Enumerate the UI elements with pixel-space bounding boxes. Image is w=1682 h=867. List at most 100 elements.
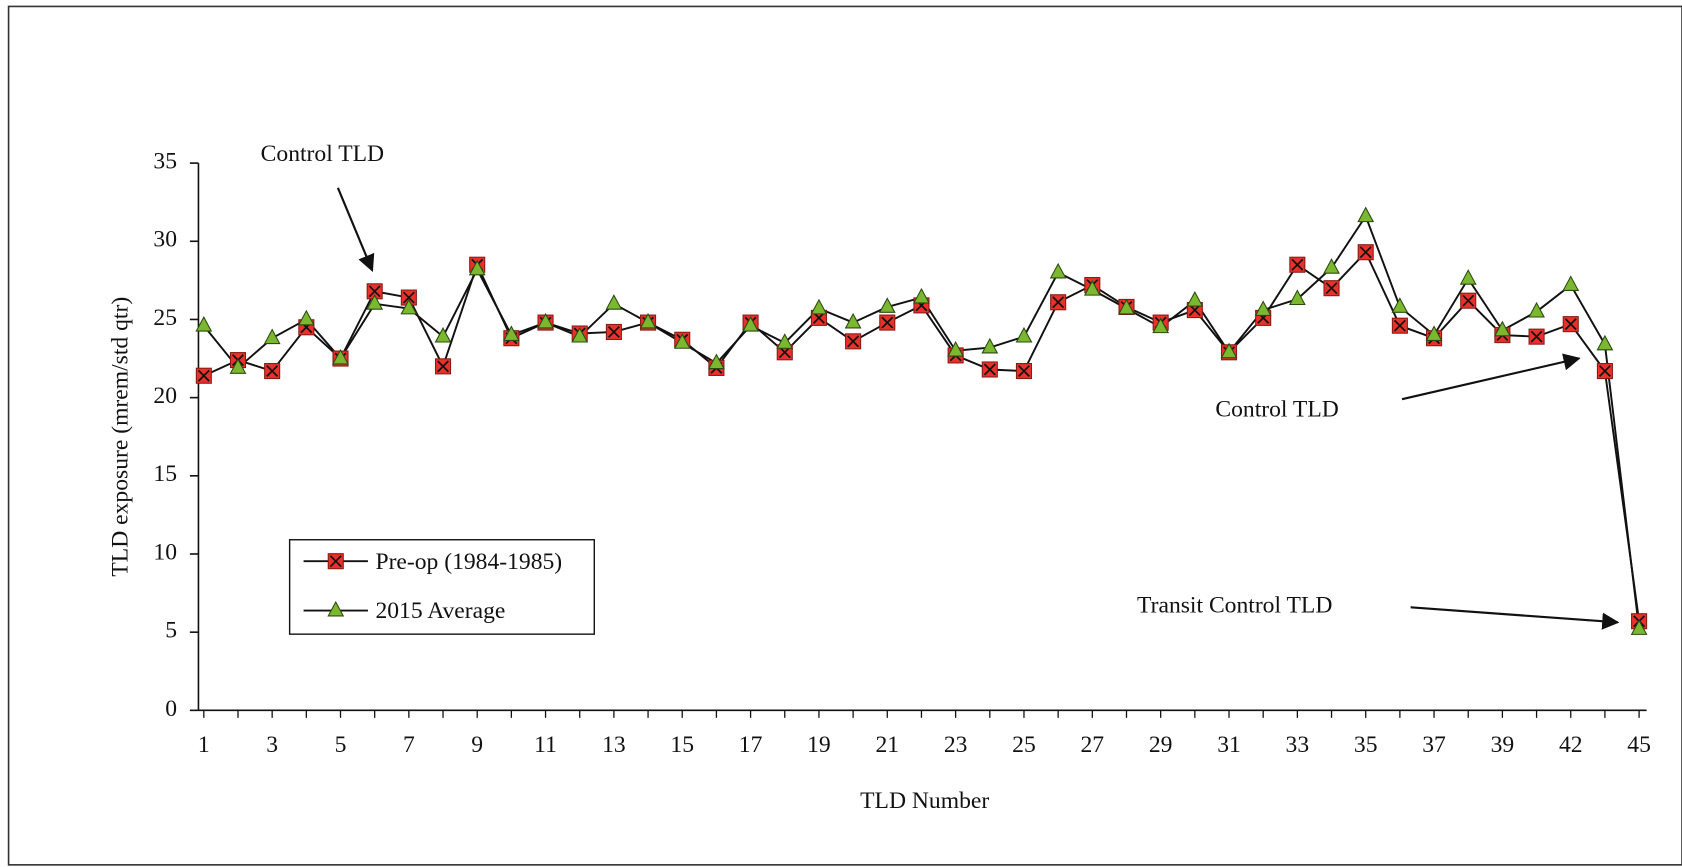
marker-cross	[1018, 365, 1030, 378]
marker-cross	[1393, 319, 1406, 332]
annotation-arrow	[336, 187, 375, 272]
y-tick-label: 10	[153, 539, 177, 565]
marker-triangle	[1528, 301, 1545, 318]
marker-triangle	[1323, 258, 1340, 274]
x-tick-label: 9	[471, 732, 483, 758]
marker-triangle	[742, 315, 759, 332]
x-tick-label: 39	[1491, 732, 1515, 758]
legend-label: Pre-op (1984-1985)	[375, 549, 562, 575]
marker-cross	[329, 555, 342, 568]
marker-triangle	[229, 358, 247, 374]
marker-triangle	[1118, 298, 1135, 315]
marker-triangle	[1083, 280, 1101, 296]
marker-triangle	[1288, 289, 1306, 306]
marker	[195, 367, 212, 384]
marker	[1015, 363, 1033, 380]
marker-triangle	[297, 309, 315, 326]
marker	[400, 289, 417, 306]
marker-cross	[437, 360, 449, 373]
marker	[845, 333, 862, 350]
legend-label: 2015 Average	[375, 598, 505, 624]
marker-cross	[1462, 294, 1475, 307]
marker-triangle	[332, 348, 349, 365]
x-tick-label: 25	[1012, 732, 1036, 758]
annotation-arrow	[1401, 353, 1581, 401]
marker-triangle	[263, 328, 281, 345]
marker-cross	[1052, 296, 1065, 309]
marker	[605, 323, 622, 341]
marker-triangle	[327, 600, 345, 617]
y-tick-label: 5	[165, 618, 177, 644]
marker-cross	[266, 365, 279, 378]
marker	[1562, 316, 1579, 333]
marker-cross	[197, 369, 210, 382]
marker	[1391, 317, 1408, 334]
x-tick-label: 27	[1081, 732, 1105, 758]
y-tick-label: 35	[153, 149, 177, 175]
marker-triangle	[913, 287, 930, 304]
legend: Pre-op (1984-1985) 2015 Average	[288, 539, 595, 635]
marker-triangle	[1357, 206, 1375, 223]
marker	[1460, 292, 1477, 309]
x-tick-label: 19	[807, 732, 831, 758]
marker-cross	[1530, 330, 1543, 343]
y-axis-title: TLD exposure (mrem/std qtr)	[108, 297, 134, 577]
marker	[1323, 280, 1340, 297]
marker-triangle	[1493, 320, 1511, 337]
marker-triangle	[981, 337, 999, 354]
marker	[1528, 328, 1545, 345]
annotation: Control TLD	[1215, 396, 1338, 422]
marker-triangle	[1630, 619, 1648, 635]
marker-triangle	[434, 326, 452, 343]
x-tick-label: 33	[1286, 732, 1310, 758]
marker-cross	[983, 363, 996, 376]
marker	[1357, 244, 1374, 261]
marker-triangle	[400, 298, 418, 315]
x-tick-label: 37	[1422, 732, 1446, 758]
marker-triangle	[810, 298, 828, 315]
marker-triangle	[502, 325, 520, 341]
marker-triangle	[708, 353, 725, 370]
marker-triangle	[1254, 300, 1272, 316]
marker-cross	[607, 325, 620, 338]
x-tick-label: 15	[670, 732, 694, 758]
marker-cross	[1291, 258, 1304, 271]
x-tick-label: 5	[335, 732, 347, 758]
x-tick-label: 1	[198, 732, 210, 758]
marker-triangle	[1459, 269, 1477, 285]
marker-triangle	[1049, 262, 1067, 279]
annotation: Transit Control TLD	[1137, 593, 1332, 619]
marker-cross	[1325, 282, 1338, 295]
marker-triangle	[537, 312, 554, 329]
marker-triangle	[1562, 275, 1580, 291]
marker-cross	[1598, 365, 1611, 378]
y-tick-label: 25	[153, 305, 177, 331]
marker-triangle	[673, 333, 691, 349]
marker-triangle	[947, 341, 965, 357]
x-tick-label: 35	[1354, 732, 1378, 758]
marker-triangle	[571, 326, 589, 343]
marker	[434, 358, 452, 375]
marker	[981, 361, 998, 378]
marker-triangle	[1186, 290, 1204, 307]
marker-triangle	[1015, 326, 1033, 343]
marker-cross	[847, 335, 860, 348]
marker-cross	[368, 285, 381, 298]
marker-cross	[402, 291, 415, 304]
marker-triangle	[605, 294, 623, 310]
x-tick-label: 3	[266, 732, 278, 758]
marker-cross	[1564, 318, 1577, 331]
x-tick-label: 42	[1559, 732, 1583, 758]
y-tick-label: 15	[153, 461, 177, 487]
marker-triangle	[195, 315, 213, 332]
x-tick-label: 17	[739, 732, 763, 758]
annotation-arrow	[1410, 606, 1620, 630]
marker	[879, 314, 896, 331]
marker-triangle	[776, 333, 794, 349]
x-tick-label: 45	[1627, 732, 1651, 758]
marker-triangle	[1220, 342, 1238, 359]
x-tick-label: 13	[602, 732, 626, 758]
marker-triangle	[1596, 334, 1614, 351]
x-axis-title: TLD Number	[860, 788, 989, 814]
